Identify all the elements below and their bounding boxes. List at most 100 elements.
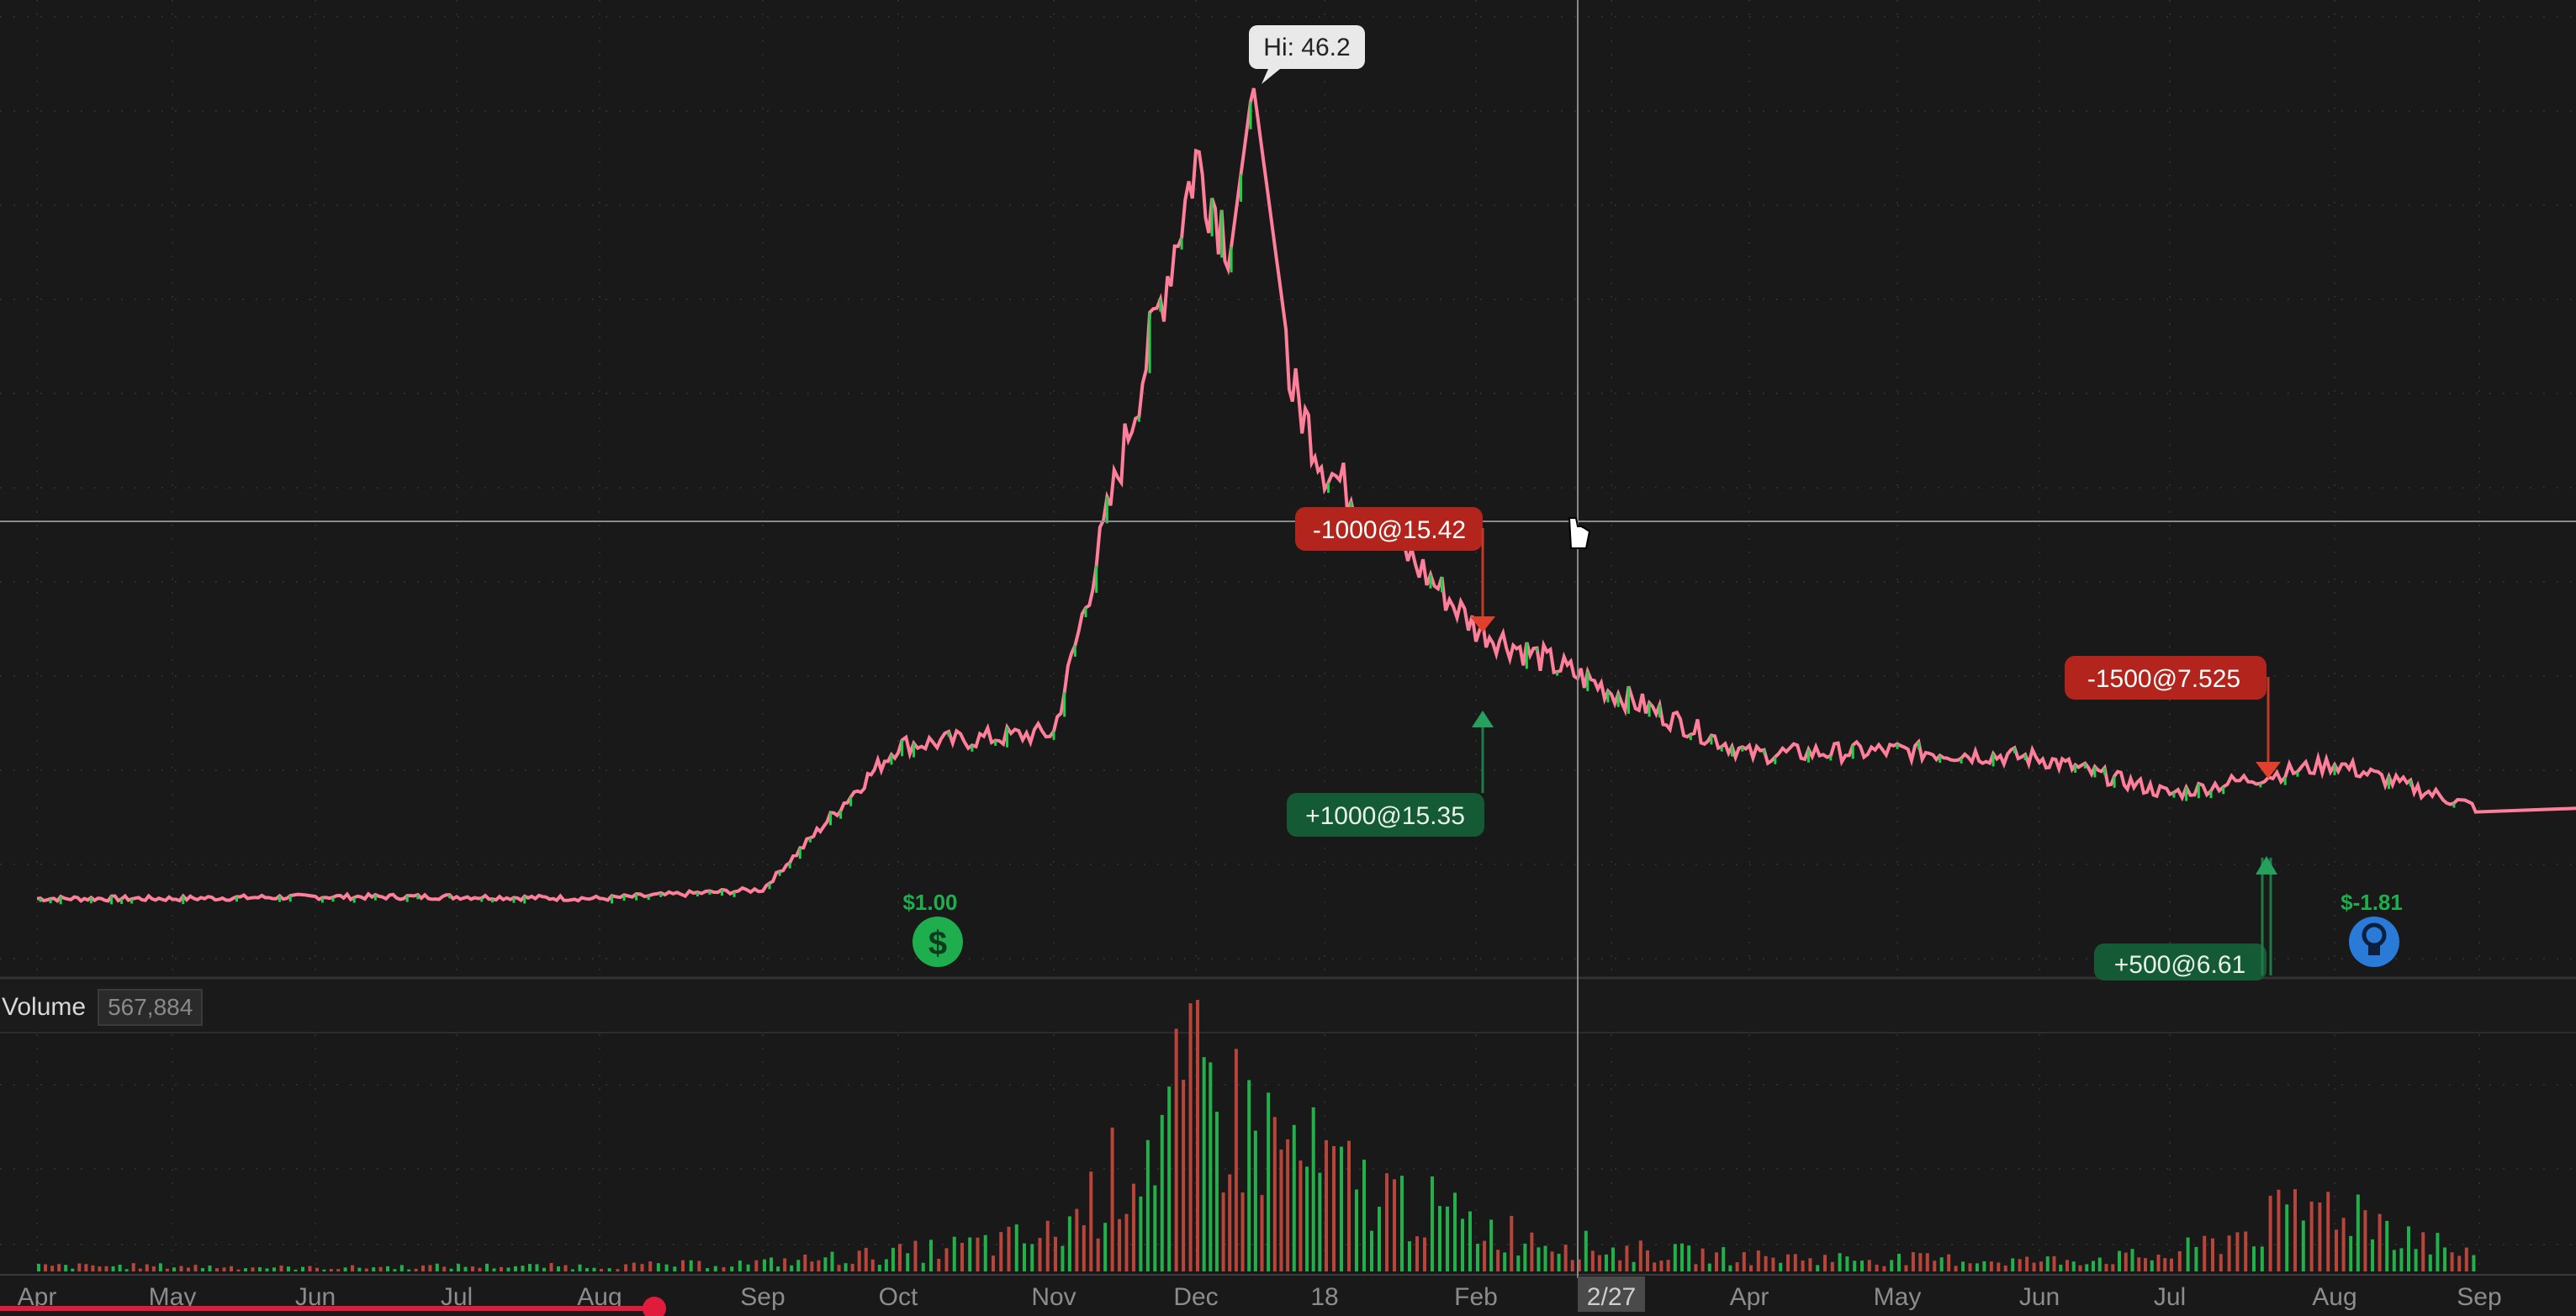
x-tick-label: Dec — [1173, 1283, 1218, 1311]
volume-bar — [2318, 1202, 2322, 1271]
volume-bar — [944, 1248, 949, 1271]
volume-bar — [1061, 1245, 1065, 1271]
x-tick-label: Feb — [1454, 1283, 1498, 1311]
volume-bar — [279, 1265, 283, 1271]
dividend-event[interactable]: $1.00 $ — [902, 890, 963, 967]
high-label-text: Hi: 46.2 — [1263, 34, 1350, 61]
volume-bar — [2399, 1248, 2404, 1271]
volume-bar — [1590, 1250, 1595, 1271]
order-buy-1000[interactable]: +1000@15.35 — [1287, 711, 1494, 837]
volume-bar — [2277, 1189, 2281, 1271]
volume-bar — [1196, 1000, 1199, 1271]
volume-bar — [1808, 1258, 1812, 1271]
volume-bar — [2335, 1229, 2338, 1271]
volume-bar — [1816, 1265, 1820, 1271]
volume-bar — [1530, 1232, 1534, 1271]
volume-bar — [463, 1266, 468, 1271]
volume-bar — [1476, 1244, 1479, 1271]
volume-bar — [37, 1264, 40, 1271]
volume-bar — [1118, 1218, 1122, 1271]
volume-bar — [1174, 1028, 1178, 1271]
order-buy-500[interactable]: +500@6.61 — [2094, 856, 2277, 980]
volume-bar — [2032, 1262, 2036, 1271]
volume-bar — [1510, 1215, 1514, 1271]
volume-bar — [421, 1265, 425, 1271]
volume-bar — [738, 1261, 742, 1271]
volume-bar — [921, 1262, 925, 1271]
volume-bar — [1438, 1206, 1441, 1271]
volume-bar — [2378, 1213, 2382, 1271]
volume-bar — [817, 1260, 821, 1271]
volume-bar — [681, 1260, 685, 1271]
volume-bar — [500, 1266, 503, 1271]
volume-bar — [1882, 1266, 1886, 1271]
volume-bar — [2464, 1247, 2468, 1271]
earnings-event[interactable]: $-1.81 — [2341, 890, 2403, 967]
volume-bar — [1673, 1244, 1677, 1271]
volume-bar — [44, 1264, 48, 1271]
volume-bar — [1453, 1192, 1457, 1271]
volume-bar — [803, 1254, 807, 1271]
order-buy-500-text: +500@6.61 — [2114, 951, 2245, 979]
volume-study-label[interactable]: Volume 567,884 — [0, 986, 204, 1029]
volume-bar — [2244, 1231, 2248, 1271]
hand-cursor-icon — [1568, 517, 1591, 549]
volume-bar — [1543, 1245, 1547, 1271]
volume-bar — [1618, 1260, 1622, 1271]
volume-bar — [1860, 1261, 1864, 1271]
volume-bar — [823, 1257, 828, 1271]
volume-bar — [796, 1260, 801, 1271]
volume-bar — [1793, 1254, 1797, 1271]
volume-bar — [976, 1237, 980, 1271]
volume-bar — [1638, 1240, 1642, 1271]
volume-bar — [1054, 1236, 1057, 1271]
volume-bar — [2025, 1256, 2029, 1271]
volume-bar — [1707, 1263, 1711, 1271]
volume-bar — [898, 1244, 902, 1271]
volume-bar — [857, 1250, 861, 1271]
volume-bar — [1537, 1247, 1541, 1271]
volume-bar — [399, 1265, 404, 1271]
volume-bars — [37, 1000, 2476, 1271]
volume-bar — [1604, 1254, 1608, 1271]
volume-bar — [343, 1267, 347, 1271]
volume-bar — [372, 1267, 376, 1271]
volume-bar — [624, 1264, 628, 1271]
volume-bar — [2414, 1249, 2418, 1271]
x-tick-label: 18 — [1310, 1283, 1338, 1311]
volume-bar — [1845, 1256, 1849, 1271]
volume-bar — [506, 1267, 510, 1271]
volume-bar — [1415, 1236, 1419, 1271]
volume-bar — [2059, 1264, 2063, 1271]
volume-bar — [2003, 1265, 2007, 1271]
high-label: Hi: 46.2 — [1249, 25, 1365, 84]
volume-bar — [2428, 1254, 2432, 1271]
x-tick-label: Jun — [2019, 1283, 2060, 1311]
volume-bar — [2130, 1249, 2134, 1271]
volume-bar — [1918, 1253, 1923, 1271]
volume-bar — [145, 1264, 149, 1271]
volume-bar — [1007, 1226, 1011, 1271]
volume-bar — [50, 1266, 55, 1271]
volume-bar — [2392, 1250, 2396, 1271]
volume-bar — [1362, 1160, 1366, 1271]
price-series — [36, 87, 2576, 905]
volume-bar — [172, 1267, 176, 1271]
volume-bar — [308, 1266, 312, 1271]
volume-bar — [1584, 1230, 1588, 1271]
volume-bar — [1911, 1252, 1915, 1271]
playback-scrubber-handle[interactable] — [643, 1297, 666, 1316]
volume-bar — [968, 1237, 972, 1271]
volume-bar — [407, 1269, 411, 1271]
x-tick-label: May — [1874, 1283, 1922, 1311]
volume-bar — [1103, 1223, 1108, 1271]
order-sell-1000[interactable]: -1000@15.42 — [1295, 507, 1495, 632]
volume-bar — [2085, 1264, 2089, 1271]
volume-bar — [165, 1268, 169, 1271]
volume-bar — [837, 1265, 841, 1271]
volume-bar — [1299, 1160, 1303, 1271]
volume-bar — [549, 1263, 553, 1271]
order-sell-1500[interactable]: -1500@7.525 — [2065, 656, 2281, 779]
volume-bar — [457, 1263, 460, 1271]
